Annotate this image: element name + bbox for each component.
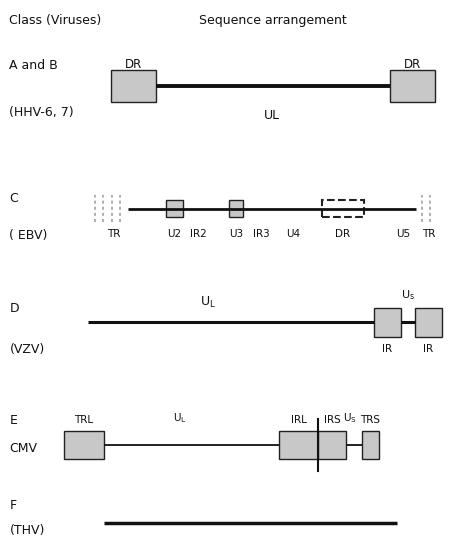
Text: TRL: TRL	[74, 415, 93, 425]
Text: TRS: TRS	[360, 415, 380, 425]
Bar	[318, 431, 346, 459]
Bar	[166, 200, 183, 217]
Text: IR2: IR2	[190, 229, 207, 239]
Bar	[362, 431, 379, 459]
Bar	[374, 308, 401, 337]
Bar	[390, 70, 435, 102]
Text: U4: U4	[286, 229, 300, 239]
Text: IRL: IRL	[290, 415, 307, 425]
Bar	[279, 431, 318, 459]
Text: (THV): (THV)	[9, 524, 45, 538]
Text: A and B: A and B	[9, 58, 58, 72]
Text: U$_\mathrm{L}$: U$_\mathrm{L}$	[200, 295, 216, 310]
Text: Class (Viruses): Class (Viruses)	[9, 14, 102, 27]
Text: TR: TR	[107, 229, 120, 239]
Text: IRS: IRS	[324, 415, 341, 425]
Text: U$_\mathrm{S}$: U$_\mathrm{S}$	[343, 411, 357, 425]
Text: E: E	[9, 414, 18, 427]
Text: (HHV-6, 7): (HHV-6, 7)	[9, 106, 74, 120]
Text: U$_\mathrm{L}$: U$_\mathrm{L}$	[173, 411, 186, 425]
Bar	[64, 431, 104, 459]
Text: IR3: IR3	[253, 229, 270, 239]
Text: U5: U5	[396, 229, 410, 239]
Text: TR: TR	[422, 229, 436, 239]
Bar	[322, 200, 364, 217]
Bar	[415, 308, 442, 337]
Text: (VZV): (VZV)	[9, 342, 45, 356]
Text: ( EBV): ( EBV)	[9, 229, 48, 242]
Text: U3: U3	[229, 229, 243, 239]
Text: CMV: CMV	[9, 441, 37, 455]
Bar	[111, 70, 156, 102]
Bar	[229, 200, 243, 217]
Text: U2: U2	[167, 229, 182, 239]
Text: DR: DR	[125, 58, 142, 71]
Text: C: C	[9, 192, 18, 205]
Text: D: D	[9, 302, 19, 315]
Text: IR: IR	[382, 344, 392, 354]
Text: U$_\mathrm{s}$: U$_\mathrm{s}$	[401, 289, 415, 302]
Text: DR: DR	[404, 58, 421, 71]
Text: UL: UL	[264, 109, 280, 122]
Text: Sequence arrangement: Sequence arrangement	[199, 14, 346, 27]
Text: DR: DR	[335, 229, 350, 239]
Text: F: F	[9, 499, 17, 513]
Text: IR: IR	[423, 344, 434, 354]
